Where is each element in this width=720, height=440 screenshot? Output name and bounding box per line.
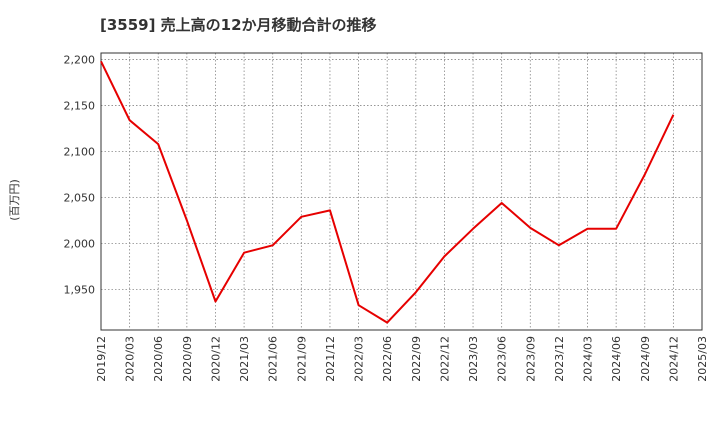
plot-frame xyxy=(100,52,703,331)
x-tick-label: 2021/06 xyxy=(267,336,280,382)
x-tick-label: 2023/12 xyxy=(553,336,566,382)
x-tick-label: 2022/09 xyxy=(410,336,423,382)
x-tick-label: 2022/06 xyxy=(381,336,394,382)
grid-layer xyxy=(101,53,702,330)
series-line xyxy=(100,60,675,324)
x-tick-label: 2024/03 xyxy=(582,336,595,382)
x-axis: 2019/12 2020/03 2020/06 2020/09 2020/12 2021/… xyxy=(95,336,709,382)
y-tick-label: 2,100 xyxy=(64,145,96,158)
y-tick-label: 2,150 xyxy=(64,99,96,112)
y-axis-label: (百万円) xyxy=(8,179,21,221)
y-tick-label: 2,000 xyxy=(64,237,96,250)
y-tick-label: 1,950 xyxy=(64,284,96,297)
x-tick-label: 2022/03 xyxy=(353,336,366,382)
x-tick-label: 2022/12 xyxy=(438,336,451,382)
y-tick-label: 2,050 xyxy=(64,191,96,204)
x-tick-label: 2024/06 xyxy=(610,336,623,382)
x-tick-label: 2023/03 xyxy=(467,336,480,382)
x-tick-label: 2020/12 xyxy=(209,336,222,382)
x-tick-label: 2023/09 xyxy=(524,336,537,382)
x-tick-label: 2020/03 xyxy=(124,336,137,382)
x-tick-label: 2019/12 xyxy=(95,336,108,382)
y-tick-label: 2,200 xyxy=(64,53,96,66)
x-tick-label: 2023/06 xyxy=(496,336,509,382)
x-tick-label: 2021/09 xyxy=(295,336,308,382)
x-tick-label: 2020/09 xyxy=(181,336,194,382)
chart-title: [3559] 売上高の12か月移動合計の推移 xyxy=(100,16,377,34)
x-tick-label: 2020/06 xyxy=(152,336,165,382)
x-tick-label: 2021/12 xyxy=(324,336,337,382)
x-tick-label: 2024/12 xyxy=(667,336,680,382)
y-axis: 1,950 2,000 2,050 2,100 2,150 2,200 xyxy=(64,53,96,296)
series-layer xyxy=(100,60,675,324)
x-tick-label: 2021/03 xyxy=(238,336,251,382)
x-tick-label: 2025/03 xyxy=(696,336,709,382)
x-tick-label: 2024/09 xyxy=(639,336,652,382)
